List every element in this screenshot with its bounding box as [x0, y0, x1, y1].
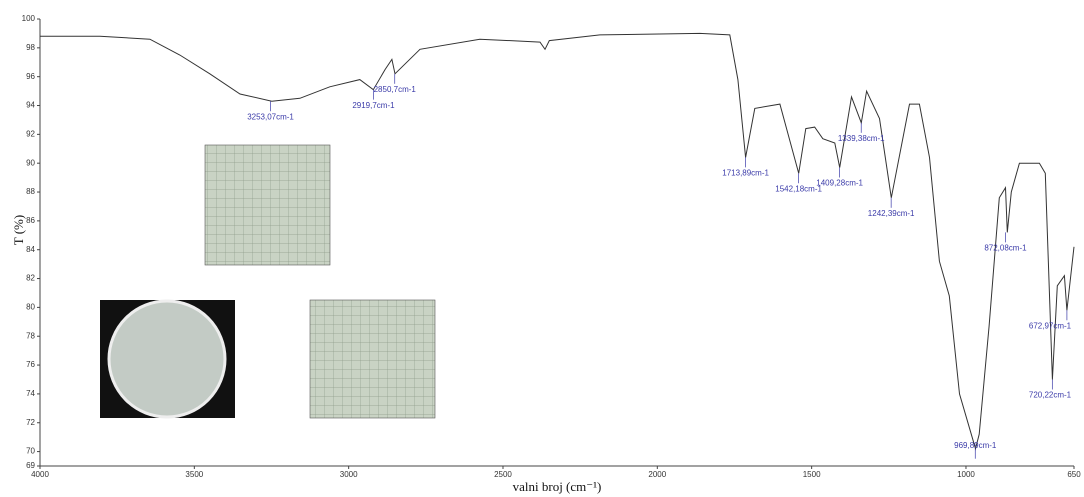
y-tick-label: 100 [22, 14, 36, 23]
y-tick-label: 92 [26, 129, 35, 138]
y-tick-label: 78 [26, 331, 35, 340]
y-tick-label: 82 [26, 274, 35, 283]
x-tick-label: 1000 [957, 470, 975, 479]
x-axis-title: valni broj (cm⁻¹) [513, 479, 602, 494]
peak-label: 872,08cm-1 [984, 244, 1027, 253]
peak-label: 1542,18cm-1 [775, 184, 822, 193]
peak-label: 2919,7cm-1 [352, 101, 395, 110]
peak-label: 1339,38cm-1 [838, 134, 885, 143]
peak-label: 2850,7cm-1 [374, 85, 417, 94]
y-tick-label: 86 [26, 216, 35, 225]
peak-label: 720,22cm-1 [1029, 391, 1072, 400]
y-tick-label: 94 [26, 101, 35, 110]
x-tick-label: 2000 [648, 470, 666, 479]
y-tick-label: 88 [26, 187, 35, 196]
x-tick-label: 3500 [185, 470, 203, 479]
y-tick-label: 69 [26, 461, 35, 470]
y-axis-title: T (%) [11, 215, 26, 245]
y-tick-label: 70 [26, 447, 35, 456]
x-tick-label: 3000 [340, 470, 358, 479]
x-tick-label: 650 [1067, 470, 1081, 479]
x-tick-label: 1500 [803, 470, 821, 479]
y-tick-label: 96 [26, 72, 35, 81]
x-tick-label: 2500 [494, 470, 512, 479]
y-tick-label: 72 [26, 418, 35, 427]
peak-label: 672,97cm-1 [1029, 321, 1072, 330]
spectrum-line [40, 32, 1075, 451]
peak-label: 1409,28cm-1 [816, 179, 863, 188]
y-tick-label: 80 [26, 302, 35, 311]
y-tick-label: 76 [26, 360, 35, 369]
inset-micrograph [100, 144, 436, 419]
peak-label: 3253,07cm-1 [247, 112, 294, 121]
peak-label: 969,89cm-1 [954, 441, 997, 450]
y-tick-label: 90 [26, 158, 35, 167]
y-tick-label: 74 [26, 389, 35, 398]
peak-label: 1713,89cm-1 [722, 169, 769, 178]
y-tick-label: 98 [26, 43, 35, 52]
x-tick-label: 4000 [31, 470, 49, 479]
peak-label: 1242,39cm-1 [868, 209, 915, 218]
y-tick-label: 84 [26, 245, 35, 254]
